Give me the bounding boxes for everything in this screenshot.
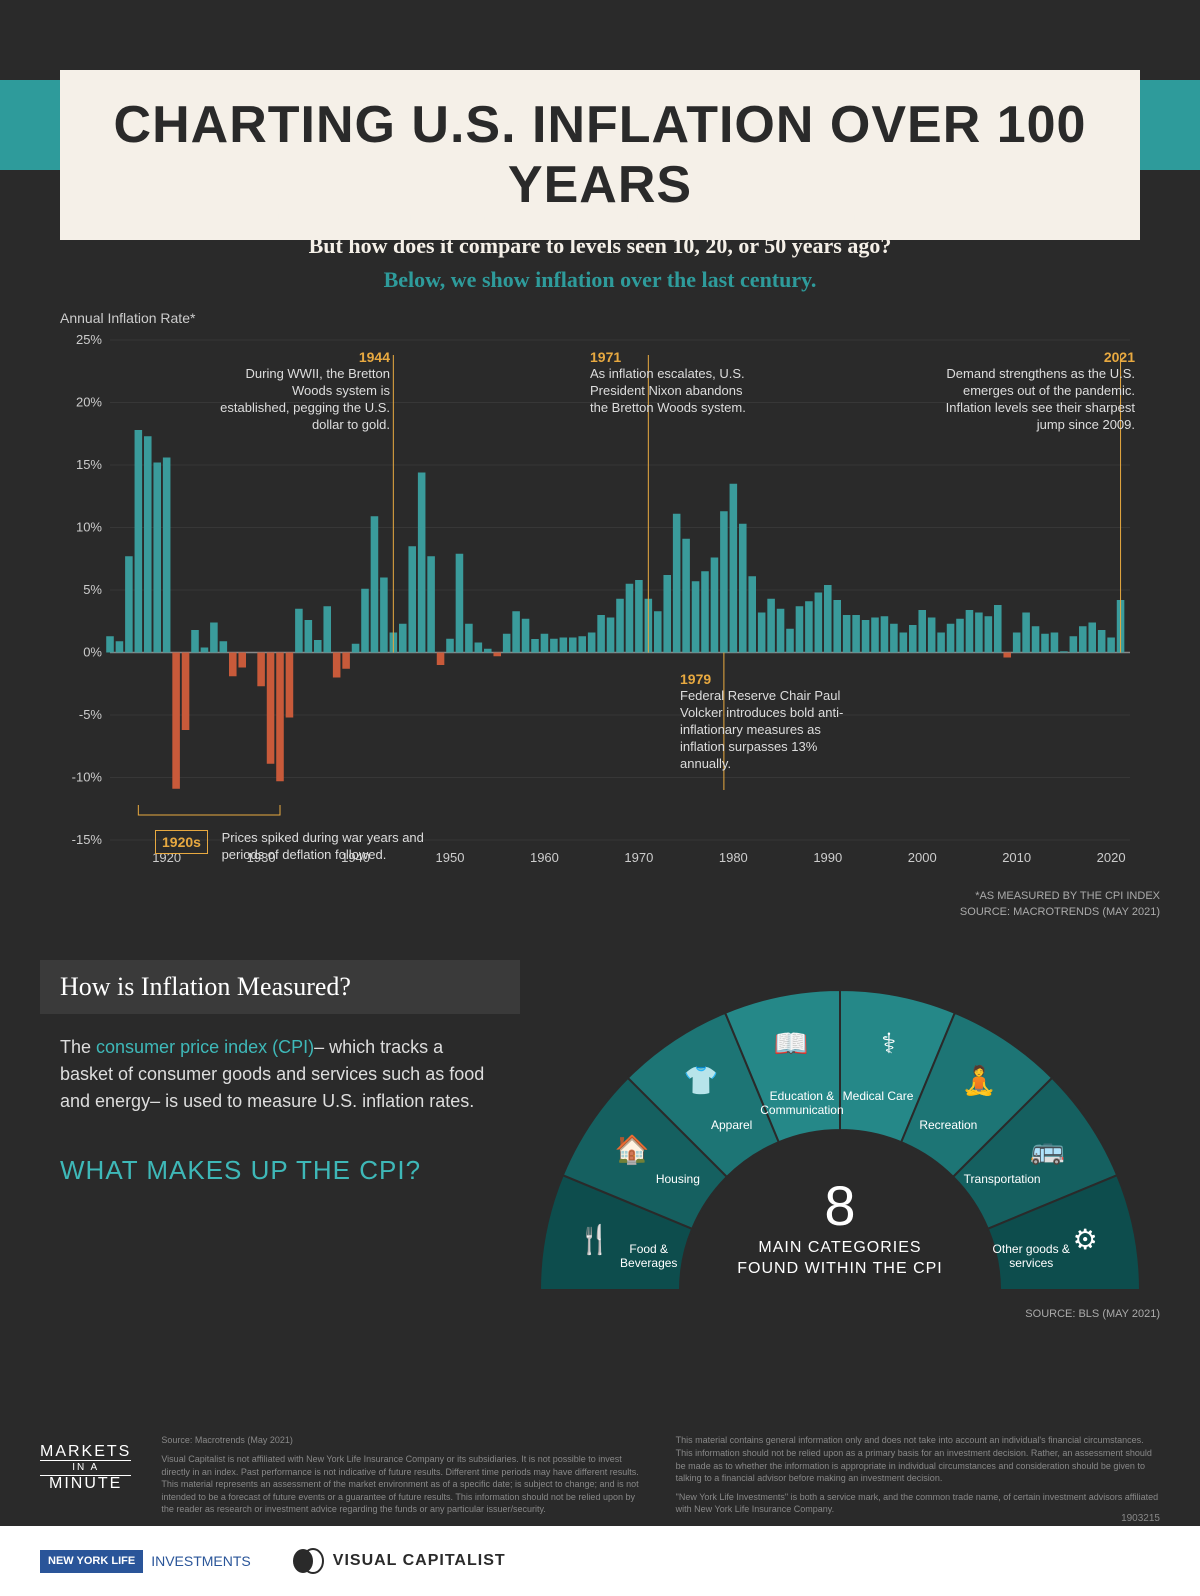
footer-disclaimer-2: This material contains general informati… — [676, 1434, 1160, 1516]
measure-title: How is Inflation Measured? — [40, 960, 520, 1014]
measure-text: The consumer price index (CPI)– which tr… — [40, 1014, 520, 1135]
intro-line3: Below, we show inflation over the last c… — [60, 262, 1140, 297]
svg-text:👕: 👕 — [684, 1065, 719, 1096]
vc-icon — [291, 1546, 325, 1576]
svg-text:-5%: -5% — [79, 707, 103, 722]
svg-text:🚌: 🚌 — [1030, 1134, 1065, 1166]
arc-segment-label: Housing — [633, 1172, 723, 1186]
arc-source: SOURCE: BLS (MAY 2021) — [1025, 1308, 1160, 1320]
bottom-bar: NEW YORK LIFE INVESTMENTS VISUAL CAPITAL… — [0, 1526, 1200, 1596]
arc-center-text: 8 MAIN CATEGORIES FOUND WITHIN THE CPI — [737, 1173, 942, 1280]
svg-text:5%: 5% — [83, 582, 102, 597]
arc-segment-label: Transportation — [957, 1172, 1047, 1186]
chart-ylabel: Annual Inflation Rate* — [60, 310, 195, 326]
intro-line2: But how does it compare to levels seen 1… — [60, 231, 1140, 262]
svg-text:📖: 📖 — [774, 1028, 809, 1059]
svg-text:1990: 1990 — [813, 850, 842, 865]
arc-segment-label: Recreation — [903, 1118, 993, 1132]
chart-source: *AS MEASURED BY THE CPI INDEX SOURCE: MA… — [960, 889, 1160, 920]
svg-text:🧘: 🧘 — [961, 1064, 996, 1097]
cpi-arc: 🍴🏠👕📖⚕🧘🚌⚙ 8 MAIN CATEGORIES FOUND WITHIN … — [520, 960, 1160, 1300]
arc-segment-label: Other goods & services — [986, 1242, 1076, 1271]
svg-text:⚙: ⚙ — [1073, 1224, 1098, 1255]
inflation-chart: Annual Inflation Rate* -15% -10% -5% 0% 5% 10… — [40, 310, 1160, 910]
lower-section: How is Inflation Measured? The consumer … — [40, 960, 1160, 1380]
svg-text:15%: 15% — [76, 457, 102, 472]
annotation-1920s: 1920s Prices spiked during war years and… — [155, 830, 442, 864]
footer-disclaimer-1: Source: Macrotrends (May 2021) Visual Ca… — [161, 1434, 645, 1516]
annotation-1944: 1944 During WWII, the Bretton Woods syst… — [220, 348, 390, 434]
svg-text:-10%: -10% — [72, 770, 103, 785]
svg-text:10%: 10% — [76, 520, 102, 535]
nyl-logo: NEW YORK LIFE INVESTMENTS — [40, 1550, 251, 1573]
main-title: CHARTING U.S. INFLATION OVER 100 YEARS — [100, 95, 1100, 215]
intro-block: Inflation has become a focal point for i… — [60, 200, 1140, 297]
arc-segment-label: Apparel — [687, 1118, 777, 1132]
cpi-question: WHAT MAKES UP THE CPI? — [40, 1135, 520, 1206]
markets-logo: MARKETS IN A MINUTE — [40, 1434, 131, 1492]
arc-segment-label: Medical Care — [833, 1089, 923, 1103]
svg-text:20%: 20% — [76, 395, 102, 410]
svg-text:1980: 1980 — [719, 850, 748, 865]
svg-text:0%: 0% — [83, 645, 102, 660]
svg-text:2010: 2010 — [1002, 850, 1031, 865]
footer: MARKETS IN A MINUTE Source: Macrotrends … — [40, 1434, 1160, 1516]
visual-capitalist-logo: VISUAL CAPITALIST — [291, 1546, 506, 1576]
svg-text:1970: 1970 — [624, 850, 653, 865]
arc-segment-label: Food & Beverages — [604, 1242, 694, 1271]
svg-text:2020: 2020 — [1097, 850, 1126, 865]
svg-text:-15%: -15% — [72, 832, 103, 847]
annotation-1971: 1971 As inflation escalates, U.S. Presid… — [590, 348, 750, 417]
svg-text:25%: 25% — [76, 332, 102, 347]
measure-box: How is Inflation Measured? The consumer … — [40, 960, 520, 1206]
intro-line1: Inflation has become a focal point for i… — [60, 200, 1140, 231]
annotation-1979: 1979 Federal Reserve Chair Paul Volcker … — [680, 670, 860, 773]
annotation-2021: 2021 Demand strengthens as the U.S. emer… — [945, 348, 1135, 434]
svg-text:1960: 1960 — [530, 850, 559, 865]
svg-text:🏠: 🏠 — [615, 1134, 650, 1166]
svg-text:2000: 2000 — [908, 850, 937, 865]
svg-text:⚕: ⚕ — [881, 1028, 896, 1059]
